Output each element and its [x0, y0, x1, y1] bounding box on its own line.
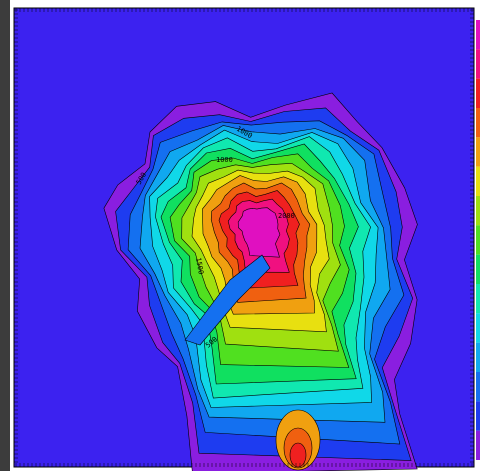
colorbar-swatch: [476, 372, 480, 401]
contour-label: 2000: [278, 212, 295, 220]
contour-map-window: 1000 500 1500 2000 500 1000: [0, 0, 485, 471]
colorbar-swatch: [476, 20, 480, 49]
colorbar-swatch: [476, 49, 480, 78]
colorbar-swatch: [476, 137, 480, 166]
colorbar-swatch: [476, 343, 480, 372]
left-frame: [0, 0, 10, 471]
colorbar-swatch: [476, 255, 480, 284]
colorbar-swatch: [476, 108, 480, 137]
colorbar-swatch: [476, 79, 480, 108]
colorbar-swatch: [476, 284, 480, 313]
colorbar-swatch: [476, 196, 480, 225]
colorbar-swatch: [476, 401, 480, 430]
colorbar-swatch: [476, 225, 480, 254]
contour-band: [290, 443, 306, 467]
colorbar: [476, 20, 480, 460]
contour-label: 1000: [216, 156, 233, 164]
colorbar-swatch: [476, 313, 480, 342]
colorbar-swatch: [476, 167, 480, 196]
colorbar-swatch: [476, 431, 480, 460]
